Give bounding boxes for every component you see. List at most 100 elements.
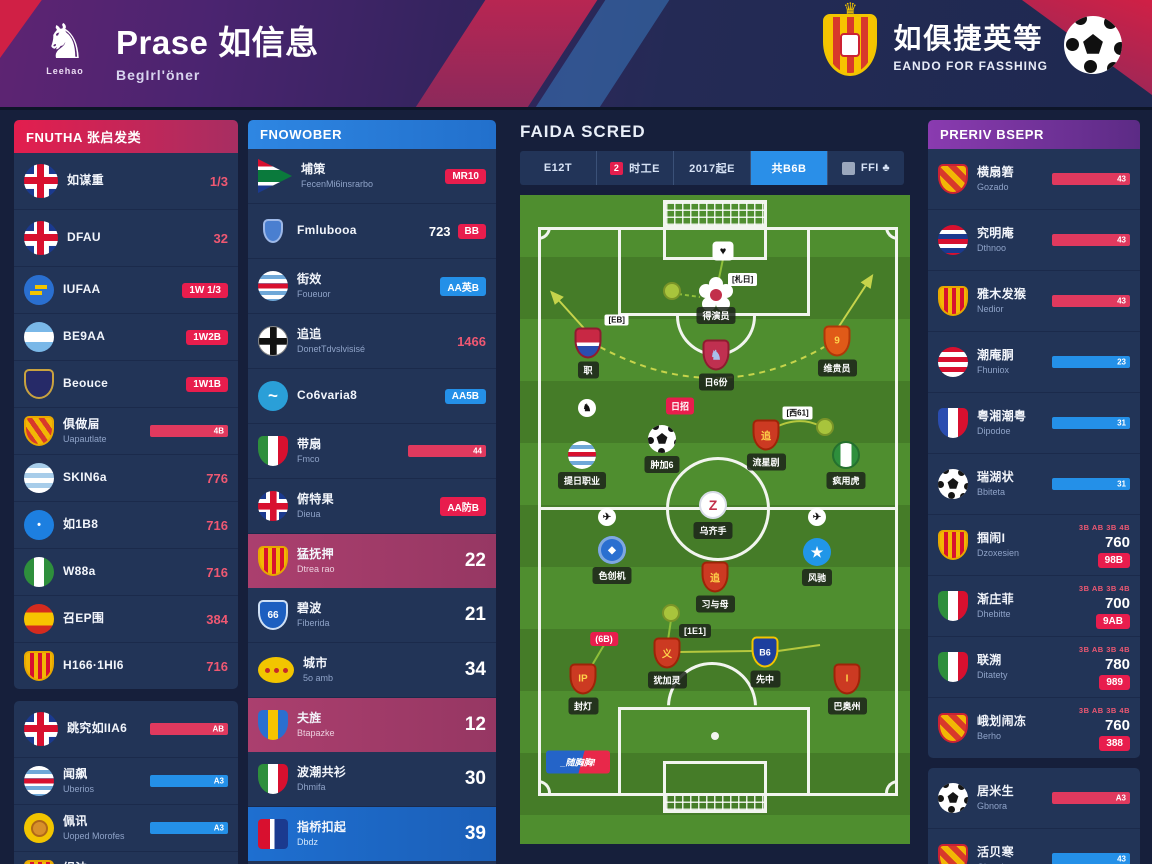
team-row[interactable]: 瑞湖状 Bbiteta 31 [928, 454, 1140, 515]
pitch-marker-ball-green[interactable] [816, 418, 834, 436]
pitch-marker-rosette[interactable]: 得演员 [札日] [696, 273, 758, 324]
tab-1[interactable]: E12T [520, 151, 597, 185]
pitch-marker-crest-redlion[interactable]: ♞ 日6份 [698, 339, 734, 391]
team-row[interactable]: DFAU 32 [14, 210, 238, 267]
tab-3[interactable]: 2017起E [674, 151, 751, 185]
team-row[interactable]: SKIN6a 776 [14, 455, 238, 502]
team-name: 居米生 [977, 784, 1014, 799]
pitch-marker-shield-letter[interactable]: 义犹加灵 [647, 637, 687, 689]
team-row[interactable]: 指桥扣起 Dbdz 39 [248, 807, 496, 861]
pitch-marker-circle-star[interactable]: ★ 风驰 [801, 538, 833, 586]
team-row[interactable]: 街效 Foueuor AA英B [248, 259, 496, 314]
team-row[interactable]: 横扇箬 Gozado 43 [928, 149, 1140, 210]
team-row[interactable]: Fmlubooa 723 BB [248, 204, 496, 259]
team-row[interactable]: 潮庵胴 Fhuniox 23 [928, 332, 1140, 393]
team-row[interactable]: 埔策 FecenMi6insrarbo MR10 [248, 149, 496, 204]
crest-stripes-icon [938, 530, 968, 560]
team-row[interactable]: 带扇 Fmco 44 [248, 424, 496, 479]
oval-yellow-icon [258, 657, 294, 683]
crest-stripes-icon [24, 860, 54, 864]
brand-right: 如俱捷英等 EANDO FOR FASSHING [823, 14, 1122, 76]
chip-plane-icon: ✈ [598, 508, 616, 526]
team-row[interactable]: 绳法FueooA3 [14, 852, 238, 864]
team-row[interactable]: 夫旌 Btapazke 12 [248, 698, 496, 752]
team-subname: Foueuor [297, 288, 331, 299]
team-name: Beouce [63, 376, 109, 391]
team-row[interactable]: IUFAA 1W 1/3 [14, 267, 238, 314]
pitch-marker-crest-red[interactable]: 追流星剧 [西61] [746, 406, 813, 471]
center-panel: FAIDA SCRED E12T 2 时工E 2017起E 共B6B FFI ♣ [508, 118, 916, 844]
shield-small-blue-icon [263, 219, 283, 243]
team-row[interactable]: 渐庄菲 Dhebitte 3B AB 3B 4B 700 9AB [928, 576, 1140, 637]
circle-yellow-icon [24, 813, 54, 843]
team-subname: Dthnoo [977, 242, 1007, 253]
team-row[interactable]: 如谋重 1/3 [14, 153, 238, 210]
pitch-marker-shield-letter[interactable]: IP 封灯 [567, 663, 599, 715]
pitch-marker-circle-striped[interactable]: 提日职业 [557, 441, 607, 489]
team-row[interactable]: 雅木发猴 Nedior 43 [928, 271, 1140, 332]
team-row[interactable]: • 如1B8 716 [14, 502, 238, 549]
team-row[interactable]: 闻飙 Uberios A3 [14, 758, 238, 805]
team-row[interactable]: 城市 5o amb 34 [248, 643, 496, 698]
pitch-marker-banner[interactable]: _随胸胸! [546, 750, 610, 774]
pitch-marker-chip-plane[interactable]: ♞ [578, 399, 596, 417]
team-row[interactable]: 波潮共衫 Dhmifa 30 [248, 752, 496, 807]
pitch-marker-chip-plane[interactable]: ✈ [808, 508, 826, 526]
tab-2[interactable]: 2 时工E [597, 151, 674, 185]
team-row[interactable]: Beouce 1W1B [14, 361, 238, 408]
crest-redblue-icon [574, 327, 602, 359]
team-row[interactable]: 召EP围 384 [14, 596, 238, 643]
uk-icon [24, 164, 58, 198]
team-row[interactable]: 峨划闹冻 Berho 3B AB 3B 4B 760 388 [928, 698, 1140, 758]
team-row[interactable]: 究明庵 Dthnoo 43 [928, 210, 1140, 271]
pitch-marker-shield-b6[interactable]: B6 先中 [749, 636, 781, 688]
stat-bar-text: 23 [1117, 357, 1126, 367]
team-row[interactable]: 俯特果 Dieua AA防B [248, 479, 496, 534]
red-badge: 388 [1099, 735, 1130, 751]
team-row[interactable]: H166·1HI6 716 [14, 643, 238, 689]
pitch-marker-ball[interactable]: 肿加6 [644, 425, 680, 473]
pitch-marker-ball-green[interactable] [663, 282, 681, 300]
team-row[interactable]: 居米生 Gbnora A3 [928, 768, 1140, 829]
stat-bar: A3 [150, 822, 228, 834]
team-row[interactable]: 佩讯 Uoped Morofes A3 [14, 805, 238, 852]
team-row[interactable]: 俱做屇 Uapautlate 4B [14, 408, 238, 455]
player-label: 疯用虎 [826, 472, 866, 489]
ball-icon [648, 425, 676, 453]
crest-red-icon: 追 [701, 561, 729, 593]
team-row[interactable]: 粤湘潮粤 Dipodoe 31 [928, 393, 1140, 454]
player-tag: [札日] [728, 273, 758, 286]
team-row[interactable]: 追追 DonetTdvslvisisé 1466 [248, 314, 496, 369]
pitch-marker-ball-green[interactable] [662, 604, 680, 622]
circle-star-icon: ★ [803, 538, 831, 566]
team-name: 掴闹I [977, 531, 1006, 546]
pitch-marker-crest-orange[interactable]: 9 维贵员 [817, 325, 857, 377]
team-row[interactable]: 66 碧波 Fiberida 21 [248, 588, 496, 643]
pitch-marker-chip-heart[interactable]: ♥ [712, 241, 734, 261]
team-row[interactable]: BE9AA 1W2B [14, 314, 238, 361]
team-row[interactable]: 联溯 Ditatety 3B AB 3B 4B 780 989 [928, 637, 1140, 698]
pitch-marker-chip-red[interactable]: (6B) [590, 632, 618, 646]
team-row[interactable]: 跳究如IIA6 AB [14, 701, 238, 758]
pitch-marker-chip-red[interactable]: 日招 [665, 397, 695, 415]
team-row[interactable]: 猛抚押 Dtrea rao 22 [248, 534, 496, 588]
pitch-marker-shield-letter[interactable]: I 巴奥州 [827, 663, 867, 715]
shield-blueyellow-icon [258, 710, 288, 740]
team-row[interactable]: ~ Co6varia8 AA5B [248, 369, 496, 424]
pitch-marker-crest-redblue[interactable]: 职 [EB] [574, 314, 629, 379]
team-row[interactable]: W88a 716 [14, 549, 238, 596]
tab-5[interactable]: FFI ♣ [828, 151, 904, 185]
team-row[interactable]: 掴闹I Dzoxesien 3B AB 3B 4B 760 98B [928, 515, 1140, 576]
tab-4[interactable]: 共B6B [751, 151, 828, 185]
pitch-marker-circle-green[interactable]: 疯用虎 [826, 441, 866, 489]
pitch-marker-crest-red[interactable]: 追习与母 [695, 561, 735, 613]
pitch-marker-circle-blue2[interactable]: ◆ 色创机 [592, 536, 632, 584]
circle-redstripes-icon [938, 347, 968, 377]
player-label: 风驰 [801, 569, 833, 586]
pitch-marker-chip-plane[interactable]: ✈ [598, 508, 616, 526]
pitch-marker-chip-dark[interactable]: [1E1] [678, 624, 712, 638]
team-row[interactable]: 活贝寒 Gbemia 43 [928, 829, 1140, 864]
pitch-marker-crest-center[interactable]: Z 乌齐手 [693, 491, 733, 539]
stat-value: 776 [206, 470, 228, 486]
uk-icon [258, 491, 288, 521]
